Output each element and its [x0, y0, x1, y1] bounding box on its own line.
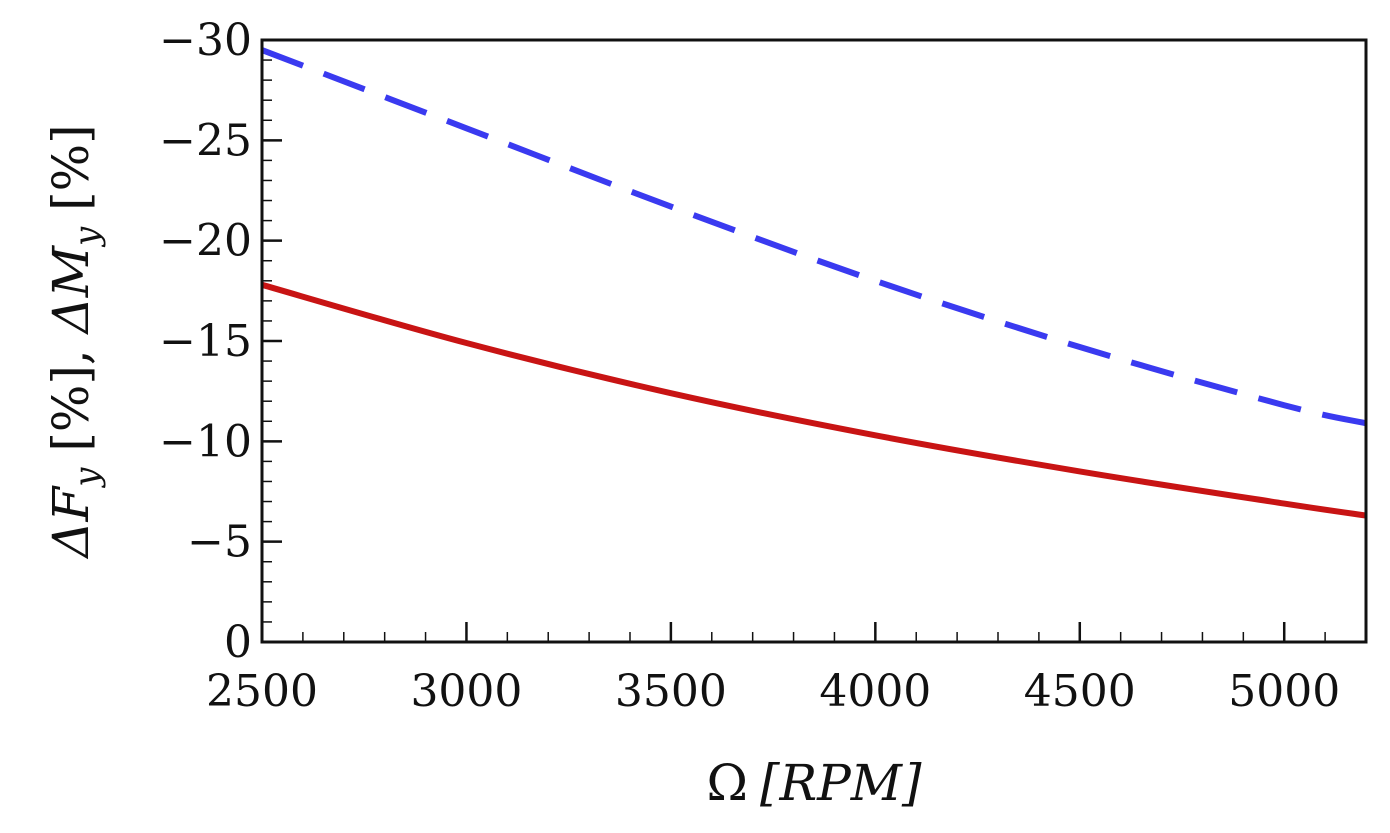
x-tick-label: 2500	[206, 666, 318, 717]
y-axis-delta-f: ΔF	[42, 484, 100, 559]
y-axis-sub-m: y	[67, 226, 107, 248]
minor-ticks	[262, 59, 1367, 642]
x-axis-label: Ω [RPM]	[707, 754, 922, 812]
plot-frame	[260, 38, 1368, 644]
y-axis-label: ΔFy [%], ΔMy [%]	[42, 124, 107, 559]
x-tick-label: 3500	[615, 666, 727, 717]
x-tick-label: 3000	[410, 666, 522, 717]
x-tick-label: 5000	[1228, 666, 1340, 717]
series-line-delta-my	[260, 47, 1367, 427]
y-tick-label: −5	[187, 517, 252, 568]
y-tick-label: 0	[224, 617, 252, 668]
y-tick-label: −15	[159, 316, 252, 367]
series-line-delta-fy	[261, 281, 1367, 519]
series-layer	[260, 47, 1367, 519]
y-tick-label: −20	[159, 216, 252, 267]
y-tick-labels: −30 −25 −20 −15 −10 −5 0	[159, 15, 252, 668]
y-axis-sub-f: y	[67, 467, 107, 489]
y-tick-label: −30	[159, 15, 252, 66]
x-axis-omega: Ω	[707, 754, 748, 812]
y-tick-label: −10	[159, 416, 252, 467]
x-tick-label: 4000	[819, 666, 931, 717]
x-tick-label: 4500	[1024, 666, 1136, 717]
y-axis-pct-1: [%],	[42, 333, 100, 467]
x-axis-rpm: [RPM]	[760, 754, 922, 812]
x-tick-labels: 2500 3000 3500 4000 4500 5000	[206, 666, 1340, 717]
y-axis-delta-m: ΔM	[42, 244, 100, 335]
major-ticks	[260, 38, 1286, 644]
y-axis-pct-2: [%]	[42, 124, 100, 226]
y-tick-label: −25	[159, 115, 252, 166]
